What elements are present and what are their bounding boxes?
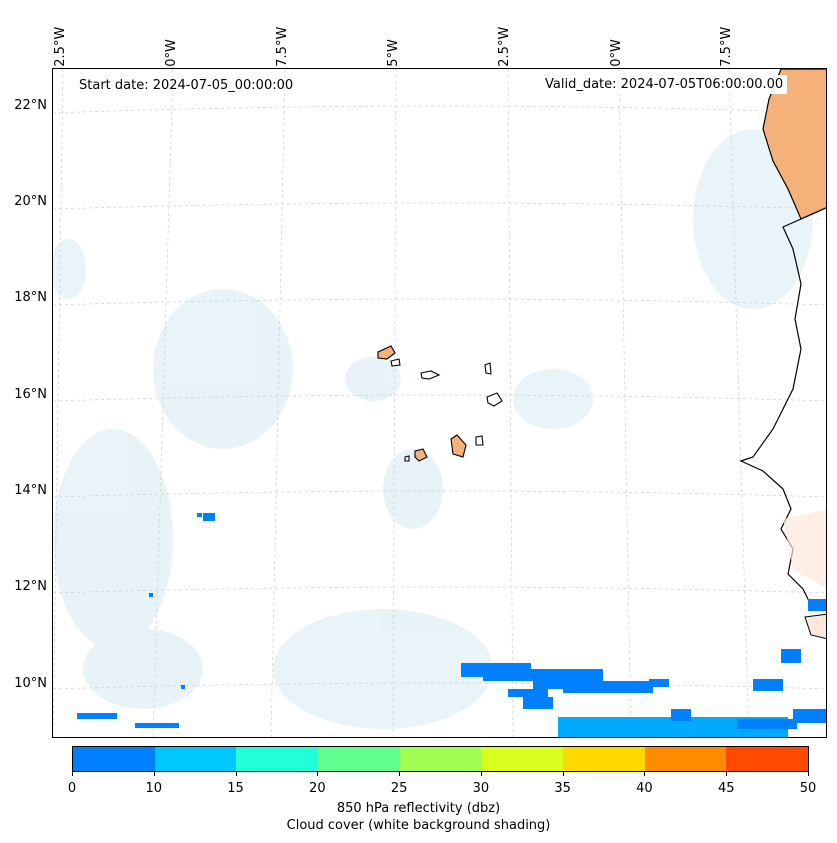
colorbar-segment bbox=[399, 747, 482, 771]
africa-landmass bbox=[739, 69, 826, 640]
colorbar-tick bbox=[808, 772, 809, 776]
latitude-label: 22°N bbox=[14, 98, 47, 113]
graticule bbox=[53, 69, 826, 737]
colorbar-segment bbox=[644, 747, 727, 771]
colorbar-tick-label: 0 bbox=[67, 781, 77, 796]
valid-date-label: Valid_date: 2024-07-05T06:00:00.00 bbox=[541, 75, 788, 94]
colorbar-segment bbox=[318, 747, 400, 771]
colorbar-tick bbox=[235, 772, 237, 776]
latitude-label: 10°N bbox=[14, 676, 47, 691]
colorbar-tick-label: 10 bbox=[145, 781, 163, 796]
colorbar-tick bbox=[480, 772, 482, 776]
colorbar-tick-label: 45 bbox=[717, 781, 735, 796]
colorbar-tick-label: 30 bbox=[472, 781, 490, 796]
map-canvas bbox=[53, 69, 826, 737]
colorbar-tick bbox=[72, 772, 73, 776]
colorbar-tick bbox=[317, 772, 319, 776]
cloud-cover-shading bbox=[53, 129, 813, 729]
colorbar-segment bbox=[481, 747, 564, 771]
colorbar-sublabel: Cloud cover (white background shading) bbox=[286, 818, 551, 833]
colorbar-tick-label: 25 bbox=[390, 781, 408, 796]
colorbar-tick bbox=[562, 772, 564, 776]
colorbar-segment bbox=[726, 747, 809, 771]
colorbar-tick bbox=[399, 772, 401, 776]
reflectivity-patches bbox=[77, 513, 826, 737]
colorbar-tick-label: 35 bbox=[554, 781, 571, 796]
colorbar bbox=[72, 746, 809, 772]
colorbar-tick-label: 15 bbox=[227, 781, 244, 796]
colorbar-segment bbox=[73, 747, 155, 771]
colorbar-tick-label: 40 bbox=[636, 781, 653, 796]
latitude-label: 20°N bbox=[14, 194, 47, 209]
colorbar-tick bbox=[644, 772, 646, 776]
colorbar-segment bbox=[236, 747, 319, 771]
latitude-label: 18°N bbox=[14, 290, 47, 305]
colorbar-segment bbox=[563, 747, 645, 771]
start-date-label: Start date: 2024-07-05_00:00:00 bbox=[79, 78, 294, 93]
latitude-label: 12°N bbox=[14, 579, 47, 594]
cape-verde-islands bbox=[377, 345, 503, 462]
colorbar-tick bbox=[153, 772, 155, 776]
colorbar-tick bbox=[726, 772, 728, 776]
latitude-label: 16°N bbox=[14, 387, 47, 402]
colorbar-tick-label: 50 bbox=[799, 781, 817, 796]
latitude-label: 14°N bbox=[14, 483, 47, 498]
colorbar-segment bbox=[154, 747, 237, 771]
colorbar-label: 850 hPa reflectivity (dbz) bbox=[336, 801, 501, 816]
colorbar-tick-label: 20 bbox=[309, 781, 326, 796]
map-panel bbox=[52, 68, 827, 738]
